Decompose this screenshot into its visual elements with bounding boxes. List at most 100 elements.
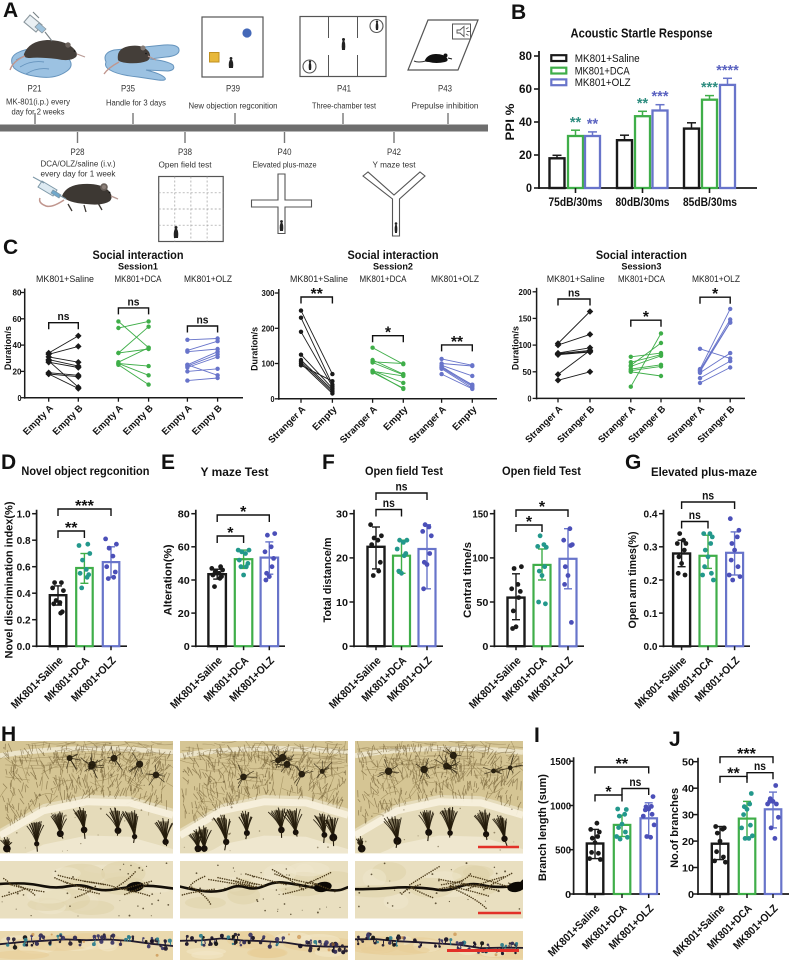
svg-text:ns: ns: [383, 498, 395, 510]
svg-text:MK801+Saline: MK801+Saline: [290, 274, 348, 284]
svg-text:ns: ns: [702, 491, 714, 503]
svg-text:0.2: 0.2: [644, 575, 658, 587]
svg-text:ns: ns: [128, 296, 140, 308]
svg-text:10: 10: [336, 597, 348, 609]
svg-text:200: 200: [262, 323, 275, 333]
svg-text:P43: P43: [438, 84, 452, 95]
svg-text:200: 200: [519, 287, 532, 297]
svg-text:ns: ns: [58, 311, 70, 323]
svg-text:Stranger A: Stranger A: [266, 404, 308, 446]
svg-text:MK801+OLZ: MK801+OLZ: [575, 77, 631, 89]
svg-text:1500: 1500: [550, 756, 571, 768]
svg-text:0.0: 0.0: [17, 641, 31, 653]
svg-text:Empty: Empty: [450, 404, 480, 434]
svg-text:Central time/s: Central time/s: [462, 542, 474, 618]
svg-text:500: 500: [555, 845, 571, 857]
svg-text:*: *: [526, 514, 533, 531]
svg-text:10: 10: [682, 862, 694, 874]
svg-text:80: 80: [13, 288, 22, 298]
svg-text:**: **: [587, 116, 599, 132]
svg-text:Acoustic Startle Response: Acoustic Startle Response: [571, 26, 713, 41]
svg-text:0: 0: [18, 393, 22, 403]
svg-text:P40: P40: [278, 147, 292, 158]
svg-text:20: 20: [178, 608, 190, 620]
svg-text:H: H: [1, 723, 16, 746]
svg-text:*: *: [712, 286, 719, 303]
svg-text:75dB/30ms: 75dB/30ms: [549, 197, 603, 209]
svg-text:F: F: [322, 451, 335, 474]
svg-text:Empty A: Empty A: [91, 403, 126, 438]
svg-text:30: 30: [336, 509, 348, 521]
svg-text:1000: 1000: [550, 800, 571, 812]
svg-text:*: *: [227, 525, 234, 542]
svg-text:ns: ns: [689, 510, 701, 522]
svg-text:Total distance/m: Total distance/m: [322, 537, 334, 622]
svg-text:100: 100: [472, 553, 488, 565]
svg-text:60: 60: [13, 314, 22, 324]
svg-text:MK801+DCA: MK801+DCA: [575, 65, 631, 77]
svg-text:*: *: [385, 325, 392, 342]
svg-text:40: 40: [13, 340, 22, 350]
svg-text:Open field Test: Open field Test: [502, 464, 581, 478]
svg-text:**: **: [451, 334, 464, 351]
svg-text:Novel discrimination index(%): Novel discrimination index(%): [4, 501, 16, 658]
svg-text:40: 40: [682, 783, 694, 795]
svg-text:**: **: [637, 96, 649, 112]
svg-text:MK801+OLZ: MK801+OLZ: [431, 274, 479, 284]
svg-text:Empty: Empty: [311, 404, 341, 434]
svg-text:150: 150: [519, 314, 532, 324]
svg-text:MK801+DCA: MK801+DCA: [360, 274, 407, 284]
svg-text:80: 80: [178, 509, 190, 521]
svg-text:ns: ns: [396, 482, 408, 494]
svg-text:Duration/s: Duration/s: [511, 326, 521, 370]
svg-text:85dB/30ms: 85dB/30ms: [683, 197, 737, 209]
svg-text:MK801+OLZ: MK801+OLZ: [692, 274, 740, 284]
svg-text:E: E: [161, 451, 175, 474]
svg-text:Stranger A: Stranger A: [338, 404, 380, 446]
svg-text:Session2: Session2: [373, 262, 413, 273]
svg-text:80dB/30ms: 80dB/30ms: [616, 197, 670, 209]
svg-text:80: 80: [519, 49, 532, 63]
svg-text:Empty: Empty: [381, 404, 411, 434]
svg-text:G: G: [625, 451, 641, 474]
svg-text:Y maze test: Y maze test: [373, 161, 417, 170]
svg-text:J: J: [669, 728, 681, 751]
svg-text:Empty B: Empty B: [121, 403, 156, 438]
svg-text:0: 0: [526, 181, 532, 195]
svg-text:40: 40: [519, 115, 532, 129]
svg-text:*: *: [605, 784, 612, 801]
svg-text:*: *: [240, 504, 247, 521]
svg-text:MK801+Saline: MK801+Saline: [36, 274, 94, 284]
svg-text:I: I: [534, 724, 540, 747]
svg-text:D: D: [1, 451, 16, 474]
svg-text:40: 40: [178, 575, 190, 587]
svg-text:Novel object regconition: Novel object regconition: [21, 464, 149, 478]
svg-text:100: 100: [262, 359, 275, 369]
svg-text:No.of branches: No.of branches: [669, 788, 681, 868]
svg-text:0.2: 0.2: [17, 615, 31, 627]
svg-text:0.8: 0.8: [17, 535, 31, 547]
svg-text:0.4: 0.4: [17, 588, 31, 600]
svg-text:0.3: 0.3: [644, 542, 658, 554]
svg-text:*: *: [643, 309, 650, 326]
svg-text:**: **: [727, 765, 740, 782]
svg-text:every day for 1 week: every day for 1 week: [41, 170, 116, 179]
svg-text:P35: P35: [121, 84, 135, 95]
svg-text:DCA/OLZ/saline (i.v.): DCA/OLZ/saline (i.v.): [41, 160, 116, 169]
svg-text:Elevated plus-maze: Elevated plus-maze: [651, 465, 757, 479]
svg-text:50: 50: [682, 757, 694, 769]
svg-text:MK801+Saline: MK801+Saline: [547, 274, 605, 284]
svg-text:100: 100: [519, 340, 532, 350]
svg-text:300: 300: [262, 288, 275, 298]
svg-text:50: 50: [476, 597, 488, 609]
svg-text:***: ***: [737, 746, 756, 763]
svg-text:20: 20: [519, 148, 532, 162]
svg-text:Stranger A: Stranger A: [407, 404, 449, 446]
svg-text:P39: P39: [226, 84, 240, 95]
svg-text:Social interaction: Social interaction: [93, 250, 184, 262]
svg-text:Prepulse inhibition: Prepulse inhibition: [412, 102, 479, 111]
svg-text:P38: P38: [178, 147, 192, 158]
svg-text:0: 0: [565, 889, 571, 901]
svg-text:MK801+Saline: MK801+Saline: [575, 53, 640, 65]
svg-text:P28: P28: [71, 147, 85, 158]
